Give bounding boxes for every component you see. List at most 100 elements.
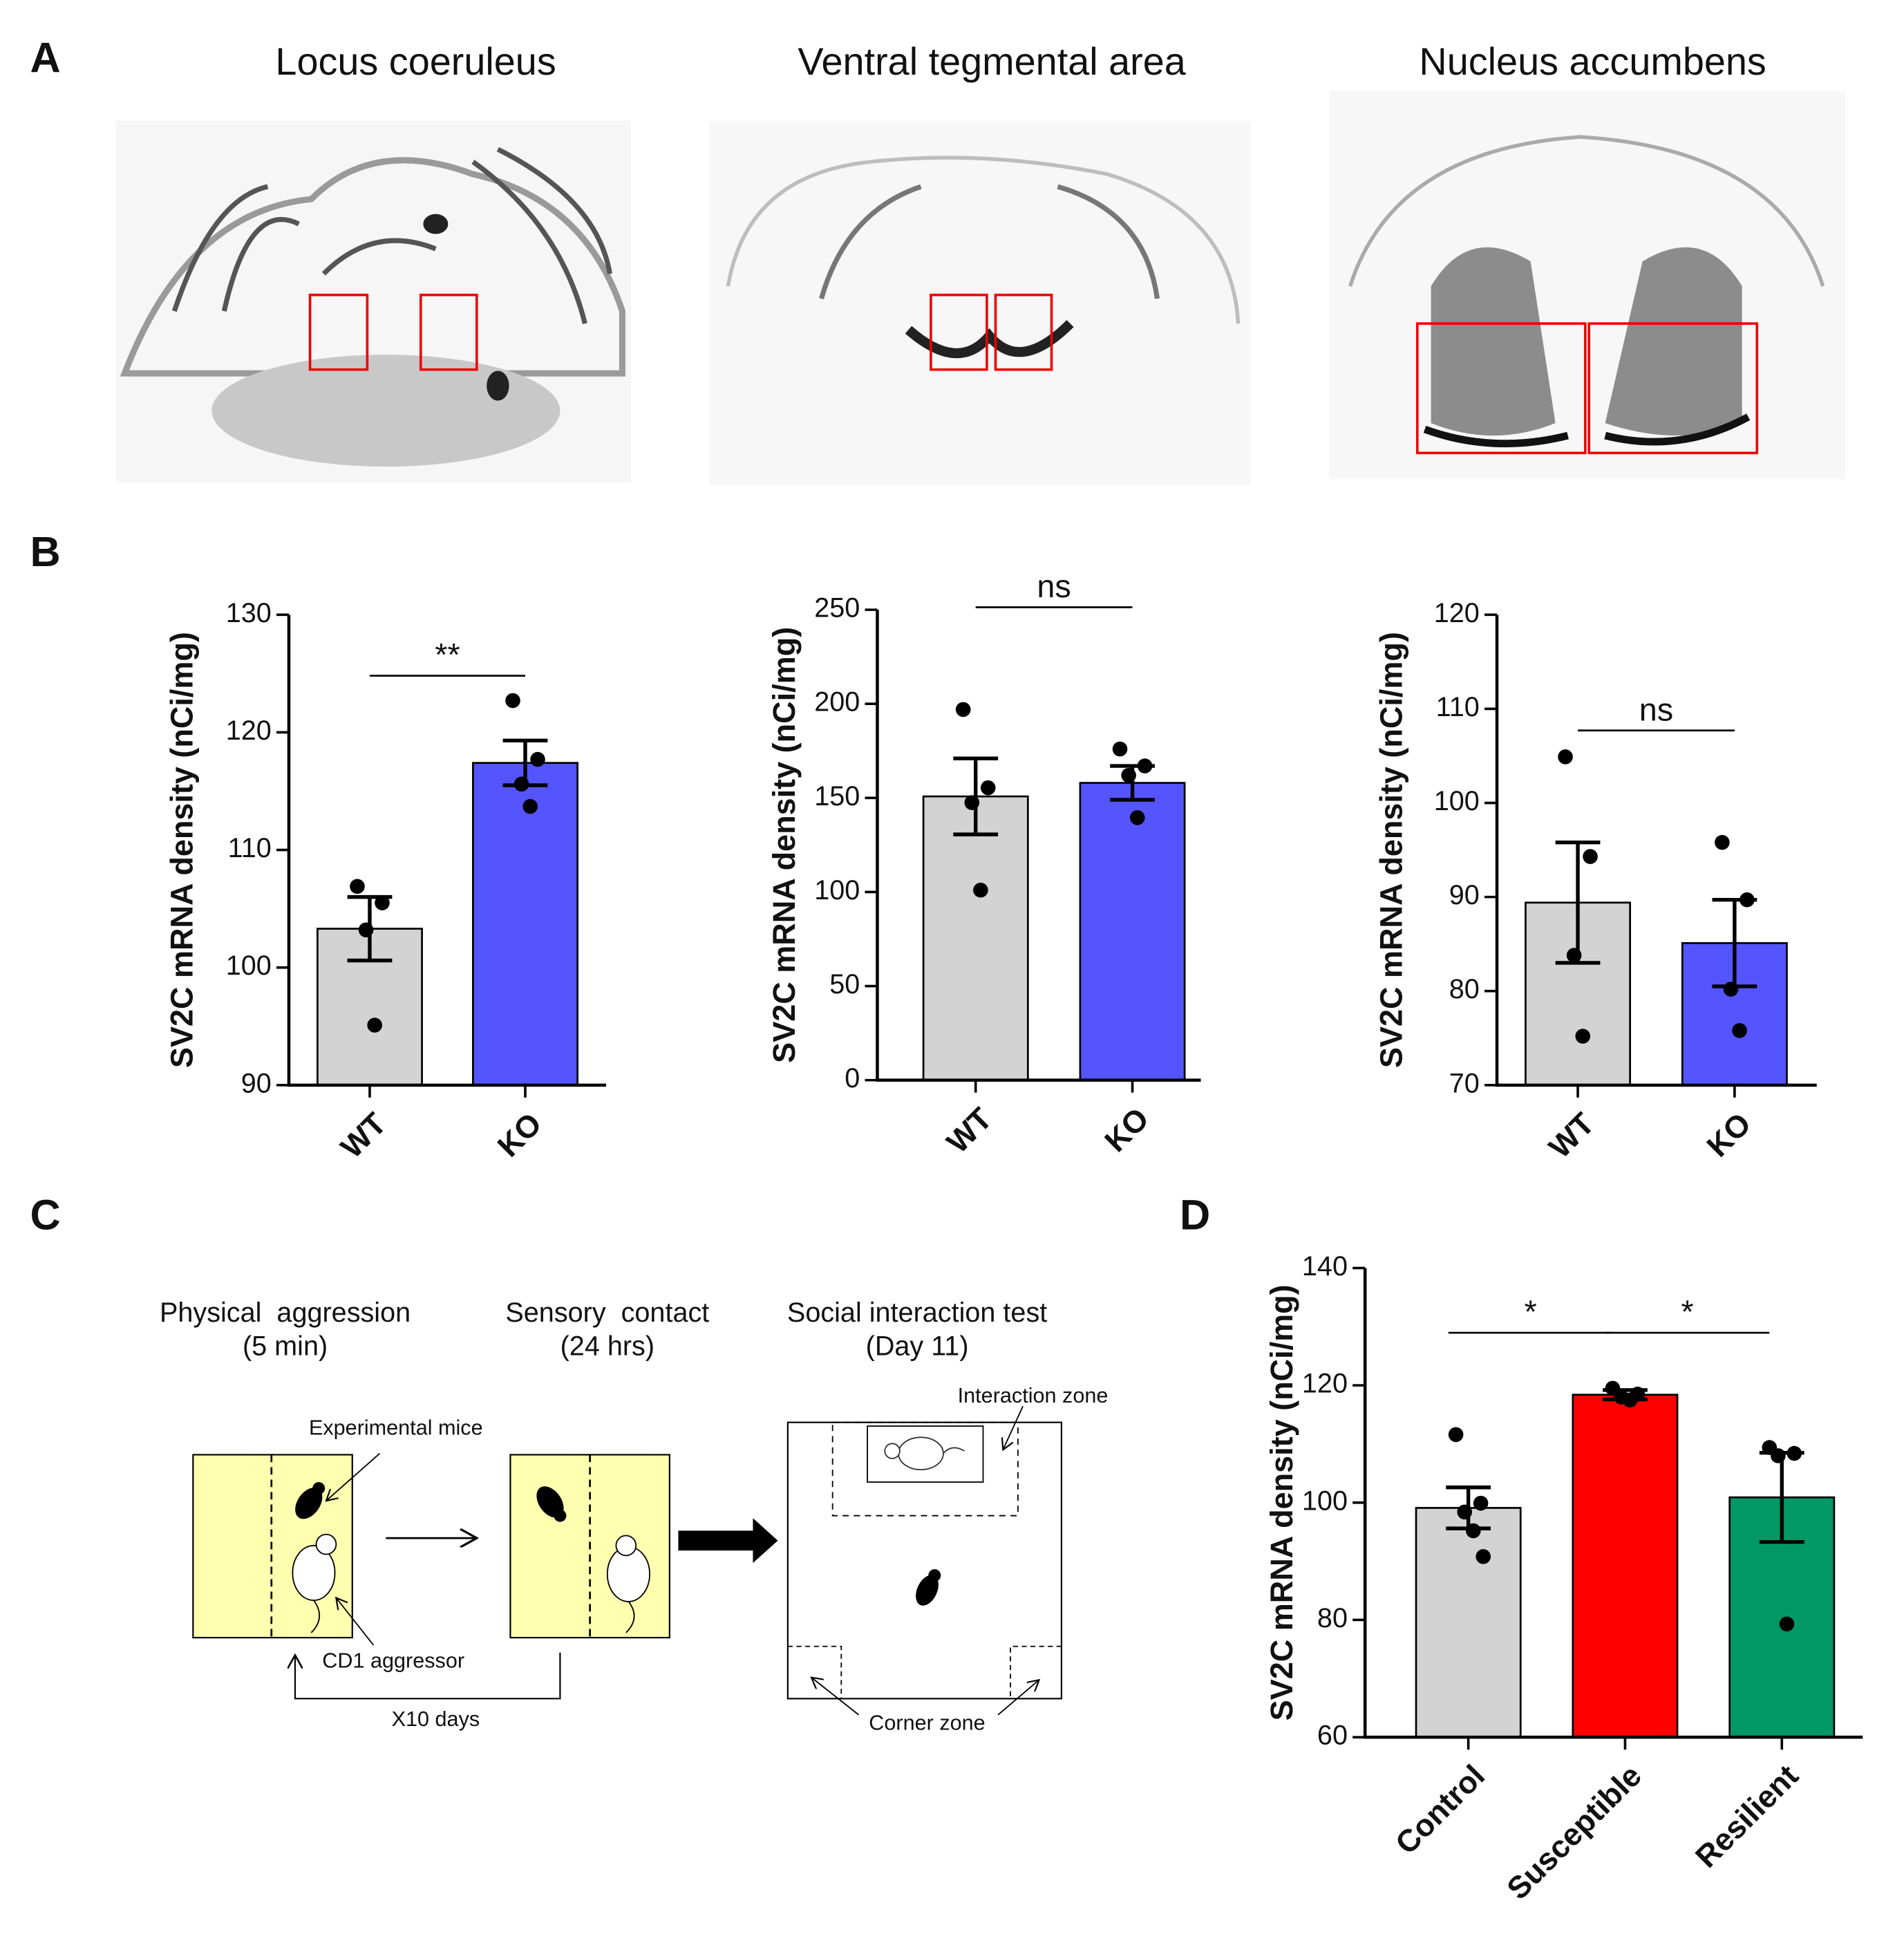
data-point: [1137, 758, 1153, 774]
y-tick-label: 90: [241, 1068, 272, 1098]
big-arrow: [678, 1518, 778, 1564]
y-tick-label: 100: [814, 875, 860, 906]
axes: [876, 610, 1201, 1082]
data-point: [522, 798, 538, 814]
data-point: [1771, 1448, 1786, 1463]
diagram-label: CD1 aggressor: [322, 1649, 464, 1672]
data-point: [1473, 1495, 1489, 1511]
data-point: [1448, 1427, 1464, 1443]
stage-title: Sensory contact: [505, 1297, 709, 1328]
cage: [192, 1453, 380, 1646]
x-tick-label: WT: [334, 1106, 393, 1165]
x-tick-label: KO: [1700, 1106, 1758, 1164]
x-tick-label: Control: [1388, 1758, 1491, 1861]
diagram-label: Corner zone: [869, 1711, 985, 1734]
x-tick-label: WT: [1542, 1106, 1601, 1165]
data-point: [375, 895, 390, 910]
x-tick-label: WT: [940, 1100, 999, 1160]
data-point: [1558, 749, 1573, 765]
panel-label: B: [30, 528, 61, 575]
stage-duration: (5 min): [243, 1331, 328, 1361]
y-tick-label: 90: [1449, 880, 1480, 910]
axes: [287, 615, 607, 1087]
x-tick-label: KO: [1097, 1100, 1156, 1159]
data-point: [1129, 810, 1145, 825]
y-tick-label: 140: [1302, 1251, 1348, 1282]
stage-title: Social interaction test: [787, 1297, 1047, 1328]
data-point: [1715, 834, 1730, 850]
data-point: [1787, 1445, 1802, 1461]
data-point: [530, 751, 545, 767]
y-axis-label: SV2C mRNA density (nCi/mg): [1373, 632, 1408, 1068]
data-point: [1476, 1549, 1491, 1564]
y-axis-label: SV2C mRNA density (nCi/mg): [766, 627, 802, 1063]
bar: [1572, 1394, 1679, 1738]
brain-image: [709, 120, 1251, 486]
image-title: Locus coeruleus: [275, 39, 556, 83]
x-tick-label: KO: [491, 1106, 549, 1164]
y-tick-label: 120: [1434, 598, 1480, 628]
y-axis-label: SV2C mRNA density (nCi/mg): [1264, 1284, 1299, 1721]
bar: [1415, 1507, 1522, 1738]
error-bar: [1555, 840, 1601, 965]
data-point: [955, 702, 971, 718]
data-point: [350, 879, 365, 894]
y-axis-label: SV2C mRNA density (nCi/mg): [164, 632, 200, 1068]
stage-duration: (Day 11): [866, 1331, 969, 1361]
x-tick-label: Resilient: [1688, 1758, 1805, 1875]
bar: [1079, 782, 1186, 1081]
axes: [1363, 1268, 1863, 1739]
data-point: [1732, 1023, 1747, 1038]
data-point: [1723, 982, 1739, 997]
arena: [786, 1405, 1063, 1716]
significance-label: *: [1681, 1294, 1693, 1330]
y-tick-label: 120: [226, 715, 272, 746]
significance-label: *: [1525, 1294, 1537, 1330]
y-tick-label: 100: [1434, 786, 1480, 816]
y-tick-label: 200: [814, 687, 860, 718]
data-point: [1466, 1523, 1481, 1539]
panel-label: C: [30, 1192, 61, 1239]
data-point: [973, 882, 988, 898]
stage-title: Physical aggression: [160, 1297, 411, 1328]
data-point: [1566, 948, 1582, 963]
data-point: [1779, 1616, 1795, 1632]
brain-image: [115, 120, 632, 483]
cage: [509, 1454, 670, 1639]
y-tick-label: 150: [814, 781, 860, 812]
data-point: [505, 693, 520, 709]
diagram-label: Interaction zone: [958, 1384, 1109, 1407]
y-tick-label: 0: [845, 1063, 860, 1094]
image-title: Nucleus accumbens: [1419, 39, 1766, 83]
y-tick-label: 70: [1449, 1068, 1480, 1098]
data-point: [1740, 892, 1755, 908]
y-tick-label: 80: [1317, 1603, 1348, 1633]
y-tick-label: 110: [1436, 692, 1480, 722]
significance-label: **: [435, 637, 460, 673]
data-point: [980, 780, 996, 796]
data-point: [358, 922, 374, 938]
y-tick-label: 50: [829, 969, 860, 1000]
image-title: Ventral tegmental area: [798, 39, 1186, 83]
y-tick-label: 120: [1302, 1369, 1348, 1399]
repeat-arrow: [295, 1652, 561, 1700]
data-point: [1575, 1029, 1591, 1044]
panel-label: A: [30, 34, 61, 81]
y-tick-label: 80: [1449, 974, 1480, 1004]
data-point: [1583, 849, 1598, 864]
x-tick-label: Susceptible: [1500, 1758, 1648, 1906]
diagram-label: Experimental mice: [309, 1416, 483, 1440]
brain-image: [1328, 91, 1846, 480]
data-point: [513, 776, 529, 792]
data-point: [1112, 741, 1128, 757]
data-point: [1457, 1504, 1473, 1520]
y-tick-label: 130: [226, 598, 272, 628]
diagram-label: X10 days: [392, 1707, 480, 1731]
significance-label: ns: [1639, 691, 1673, 727]
bar: [922, 795, 1029, 1081]
stage-duration: (24 hrs): [560, 1331, 654, 1361]
data-point: [367, 1018, 382, 1033]
y-tick-label: 100: [1302, 1485, 1348, 1516]
panel-label: D: [1180, 1192, 1210, 1239]
